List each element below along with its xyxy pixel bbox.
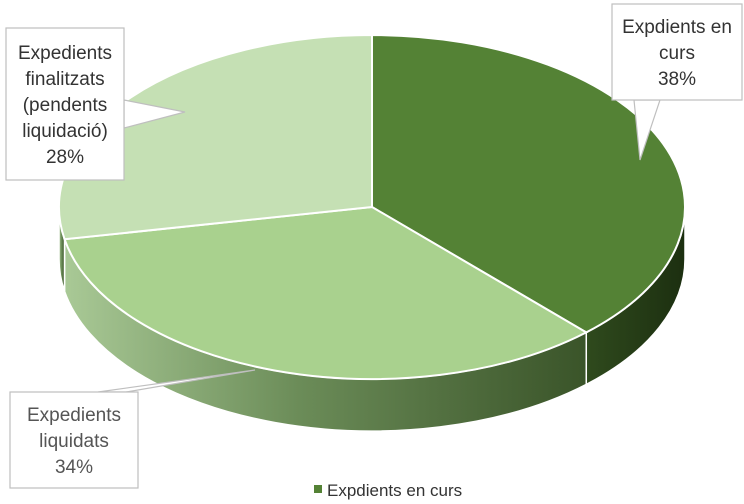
callout-box — [5, 27, 125, 181]
callout-percentage: 34% — [55, 457, 93, 478]
callout-percentage: 38% — [658, 69, 696, 90]
legend-swatch — [314, 485, 322, 493]
callout-label-line: Expedients — [27, 405, 121, 426]
pie-slice-expdients-en-curs — [371, 33, 686, 334]
callout-label-line: liquidats — [39, 431, 109, 452]
callout-label-line: curs — [659, 43, 695, 64]
callout-label-line: (pendents — [23, 95, 108, 116]
callout-expedients-liquidats: Expedients liquidats 34% — [9, 369, 256, 489]
callout-box — [9, 391, 139, 489]
pie-slice-expedients-liquidats — [63, 205, 589, 380]
pie-slice-expedients-finalitzats-pendents-liquidacio — [58, 33, 373, 241]
legend-entry-expdients-en-curs: Expdients en curs — [314, 481, 462, 500]
callout-percentage: 28% — [46, 147, 84, 168]
legend-label: Expdients en curs — [327, 481, 462, 500]
callout-expedients-finalitzats: Expedients finalitzats (pendents liquidació… — [5, 27, 186, 181]
callout-label-line: Expdients en — [622, 17, 732, 38]
callout-label-line: Expedients — [18, 43, 112, 64]
callout-label-line: finalitzats — [25, 69, 104, 90]
callout-box — [611, 3, 743, 101]
callout-expdients-en-curs: Expdients en curs 38% — [611, 3, 743, 161]
callout-label-line: liquidació) — [22, 121, 108, 142]
